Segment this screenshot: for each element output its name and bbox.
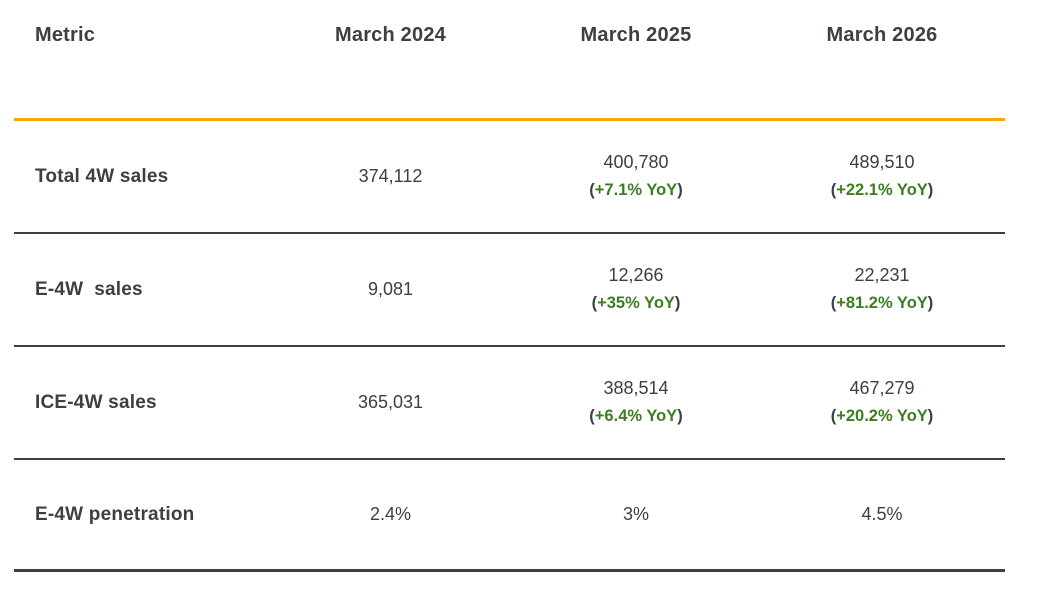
value-cell: 489,510 (+22.1% YoY) [759, 152, 1005, 200]
value-main: 2.4% [369, 503, 412, 524]
value-cell: 12,266 (+35% YoY) [513, 265, 759, 313]
table-header-row: Metric March 2024 March 2025 March 2026 [14, 0, 1005, 121]
metric-label: E-4W penetration [35, 503, 195, 525]
sales-metrics-table: Metric March 2024 March 2025 March 2026 … [14, 0, 1005, 572]
yoy-change: (+7.1% YoY) [589, 180, 683, 199]
yoy-change: (+20.2% YoY) [830, 406, 934, 425]
value-cell: 3% [513, 504, 759, 526]
value-main: 388,514 [603, 378, 669, 399]
column-header-march-2024: March 2024 [335, 24, 446, 46]
value-cell: 400,780 (+7.1% YoY) [513, 152, 759, 200]
value-main: 467,279 [849, 378, 915, 399]
table-row-e4w-penetration: E-4W penetration 2.4% 3% 4.5% [14, 460, 1005, 572]
value-main: 489,510 [849, 152, 915, 173]
value-cell: 22,231 (+81.2% YoY) [759, 265, 1005, 313]
value-cell: 467,279 (+20.2% YoY) [759, 378, 1005, 426]
table-row-ice4w-sales: ICE-4W sales 365,031 388,514 (+6.4% YoY)… [14, 347, 1005, 460]
value-main: 374,112 [358, 165, 423, 186]
value-cell: 4.5% [759, 504, 1005, 526]
value-cell: 374,112 [268, 166, 513, 188]
column-header-march-2025: March 2025 [580, 24, 692, 46]
table-row-total-4w-sales: Total 4W sales 374,112 400,780 (+7.1% Yo… [14, 121, 1005, 234]
metric-label: ICE-4W sales [35, 391, 157, 413]
value-cell: 9,081 [268, 279, 513, 301]
column-header-metric: Metric [35, 24, 96, 46]
value-main: 22,231 [854, 265, 910, 286]
value-main: 4.5% [861, 503, 903, 524]
metric-label: Total 4W sales [35, 165, 169, 187]
value-cell: 388,514 (+6.4% YoY) [513, 378, 759, 426]
metric-label: E-4W sales [35, 278, 143, 300]
yoy-change: (+35% YoY) [591, 293, 681, 312]
column-header-march-2026: March 2026 [826, 24, 938, 46]
table-row-e4w-sales: E-4W sales 9,081 12,266 (+35% YoY) 22,23… [14, 234, 1005, 347]
value-main: 3% [622, 503, 649, 524]
value-main: 400,780 [603, 152, 669, 173]
value-main: 365,031 [357, 391, 424, 412]
yoy-change: (+81.2% YoY) [830, 293, 934, 312]
yoy-change: (+6.4% YoY) [589, 406, 683, 425]
value-main: 12,266 [608, 265, 664, 286]
value-main: 9,081 [367, 278, 414, 299]
value-cell: 2.4% [268, 504, 513, 526]
value-cell: 365,031 [268, 392, 513, 414]
yoy-change: (+22.1% YoY) [830, 180, 934, 199]
